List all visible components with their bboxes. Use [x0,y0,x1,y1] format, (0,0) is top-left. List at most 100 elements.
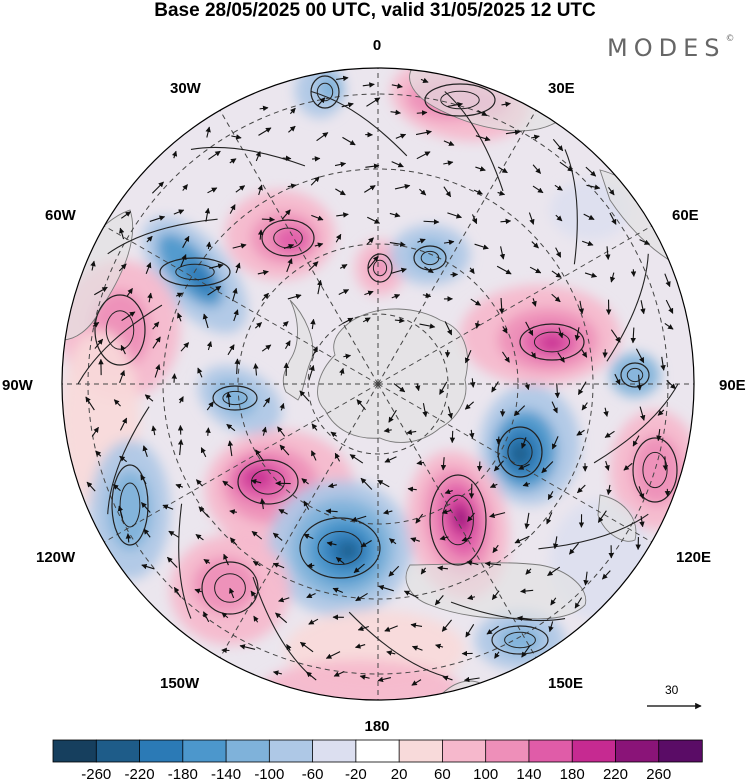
colorbar-tick-label: -180 [167,766,198,783]
wind-arrow [286,258,293,273]
wind-arrow [444,488,453,495]
wind-arrow [316,132,329,142]
wind-arrow [411,679,422,686]
wind-arrow [657,409,665,416]
wind-arrow [205,126,211,138]
wind-arrow [306,562,315,569]
wind-arrow [378,585,394,592]
colorbar-tick-label: 220 [602,766,628,783]
wind-arrow [443,186,452,198]
meridian-line [377,383,652,543]
wind-arrow [558,327,564,339]
wind-arrow [311,214,324,221]
wind-arrow [388,409,397,423]
wind-arrow [120,344,126,355]
wind-arrow [530,351,537,359]
wind-arrow [196,479,203,487]
land-masses [62,68,691,700]
graticule [62,68,694,700]
wind-arrow [94,286,108,296]
streamline-loop [105,310,135,350]
streamline-path [107,218,218,255]
wind-arrow [420,77,429,83]
wind-arrow [288,125,296,133]
colorbar-tick-label: -100 [254,766,285,783]
wind-arrow [311,423,318,431]
wind-arrow [360,540,372,548]
wind-arrow [502,326,508,334]
wind-arrow [609,272,616,283]
streamline-loop [626,367,644,383]
wind-arrow [308,618,319,625]
wind-arrow [391,161,404,168]
wind-arrow [518,463,530,470]
wind-arrow [574,597,583,609]
wind-arrow [287,183,297,189]
wind-arrow [609,212,617,225]
wind-arrow [410,537,420,543]
wind-arrow [664,273,671,288]
streamline-loop [440,90,480,110]
wind-arrow [175,483,183,489]
landmass [597,494,637,542]
wind-arrow [282,155,292,161]
wind-arrow [391,294,401,300]
wind-arrow [325,651,341,659]
streamline-loop [222,390,248,406]
wind-arrow [308,365,315,381]
wind-arrow [200,447,207,458]
wind-arrow [514,405,526,416]
streamline-loop [119,482,141,528]
colorbar-tick-label: 100 [473,766,499,783]
wind-arrow [171,150,178,159]
colorbar-tick-label: -60 [301,766,324,783]
wind-arrow [367,255,379,269]
wind-arrow [635,348,645,364]
wind-arrow [314,242,324,248]
landmass [317,308,468,443]
wind-arrow [524,512,530,530]
wind-arrow [283,243,295,250]
wind-arrow [475,135,491,142]
anomaly-blob [454,508,468,528]
wind-arrow [226,423,236,432]
wind-arrow [415,129,432,136]
wind-arrow [342,136,356,146]
wind-arrow [630,269,637,277]
wind-arrow [531,241,539,249]
wind-arrow [366,97,381,107]
anomaly-blob [632,435,682,505]
wind-arrow [234,358,240,375]
wind-arrow [229,587,235,599]
wind-arrow [555,214,563,222]
wind-arrow [310,318,316,330]
wind-arrow [443,140,455,146]
wind-arrow [525,568,532,575]
wind-arrow [336,212,349,218]
wind-arrow [665,299,674,314]
wind-arrow [312,346,318,357]
anomaly-blob [540,335,564,351]
wind-arrow [552,138,564,152]
wind-arrow [576,429,585,436]
lon-label-30e: 30E [548,80,575,97]
wind-arrow [261,216,276,223]
wind-arrow [86,481,96,492]
wind-arrow [149,215,166,222]
wind-arrow [568,542,579,555]
wind-arrow [603,407,609,417]
wind-arrow [173,209,185,215]
wind-arrow [640,300,646,315]
streamline-path [348,611,445,678]
wind-arrow [384,456,397,463]
lon-label-150w: 150W [160,675,200,692]
wind-arrow [501,351,510,363]
wind-arrow [469,429,475,439]
wind-arrow [551,293,561,303]
wind-arrow [272,670,282,676]
wind-arrow [204,207,211,222]
wind-arrow [351,515,367,522]
streamline-path [77,304,163,385]
wind-arrow [91,426,99,437]
streamline-loop [261,219,315,257]
